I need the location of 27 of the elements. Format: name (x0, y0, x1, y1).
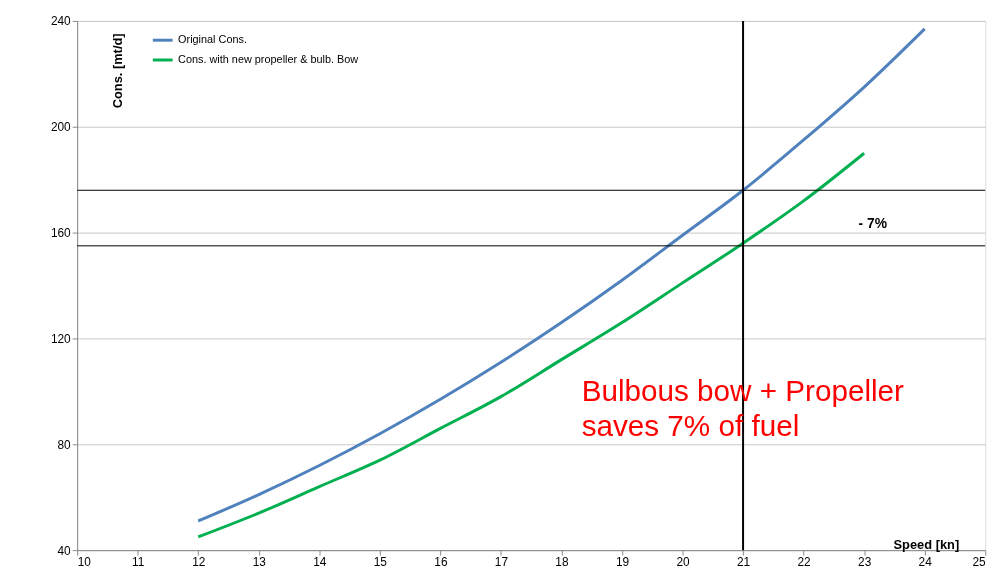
y-tick-label: 160 (50, 226, 72, 241)
x-tick-label: 18 (555, 555, 569, 570)
y-axis-title: Cons. [mt/d] (110, 33, 126, 109)
x-tick-label: 15 (373, 555, 388, 570)
y-tick-label: 80 (57, 437, 72, 452)
x-tick-label: 25 (972, 555, 987, 570)
x-tick-label: 17 (494, 555, 509, 570)
x-tick-label: 12 (192, 555, 206, 570)
legend-label: Original Cons. (178, 33, 247, 46)
x-tick-label: 11 (132, 555, 145, 570)
x-tick-label: 22 (797, 555, 811, 570)
y-tick-label: 120 (50, 331, 72, 346)
annotation: - 7% (858, 214, 888, 231)
y-tick-label: 200 (50, 120, 72, 135)
x-tick-label: 23 (858, 555, 872, 570)
x-tick-label: 10 (77, 555, 92, 570)
x-tick-label: 21 (736, 555, 751, 570)
legend-label: Cons. with new propeller & bulb. Bow (178, 52, 359, 65)
x-tick-label: 14 (313, 555, 327, 570)
y-tick-label: 240 (50, 14, 72, 29)
x-tick-label: 13 (252, 555, 267, 570)
x-tick-label: 24 (918, 555, 933, 570)
x-tick-label: 20 (676, 555, 691, 570)
x-tick-label: 19 (615, 555, 630, 570)
x-axis-title: Speed [kn] (893, 536, 960, 552)
y-tick-label: 40 (57, 543, 72, 558)
x-tick-label: 16 (434, 555, 448, 570)
